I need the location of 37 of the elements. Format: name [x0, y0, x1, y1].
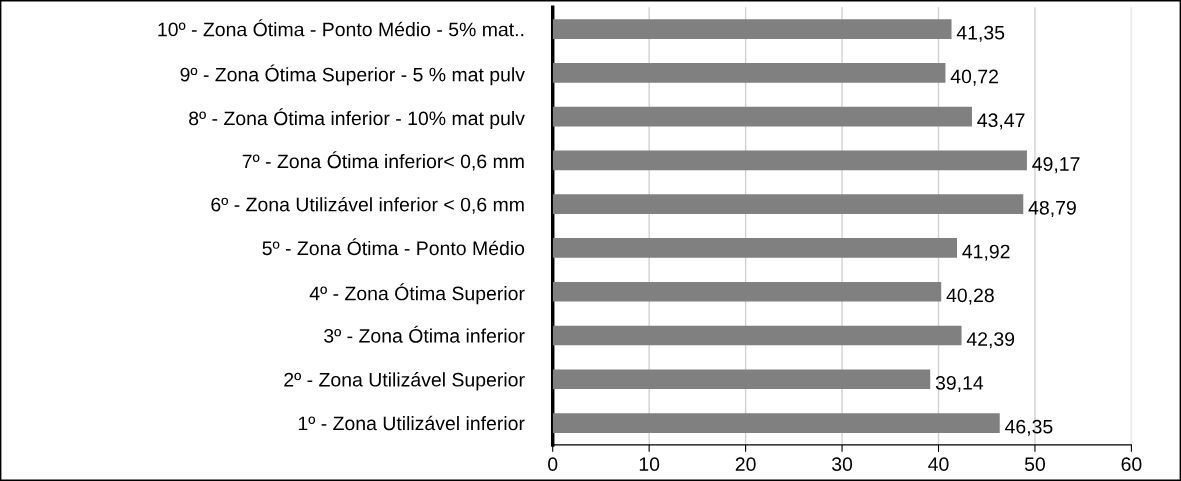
- y-tick-label: 8º - Zona Ótima inferior - 10% mat pulv: [189, 108, 525, 130]
- y-tick-label: 2º - Zona Utilizável Superior: [284, 372, 525, 391]
- data-label: 39,14: [935, 375, 984, 393]
- data-label: 41,35: [956, 25, 1005, 42]
- y-tick-label: 7º - Zona Ótima inferior< 0,6 mm: [242, 151, 524, 171]
- data-label: 41,92: [962, 244, 1010, 261]
- bar: [552, 281, 942, 302]
- y-tick-label: 5º - Zona Ótima - Ponto Médio: [262, 238, 525, 256]
- data-label: 43,47: [977, 113, 1025, 130]
- x-tick-label: 10: [639, 457, 660, 472]
- y-tick-label: 9º - Zona Ótima Superior - 5 % mat pulv: [180, 64, 525, 86]
- x-tick-label: 20: [735, 457, 756, 472]
- x-tick-label: 0: [548, 457, 558, 472]
- bar: [552, 63, 946, 83]
- y-tick-label: 3º - Zona Ótima inferior: [324, 325, 525, 343]
- bar: [552, 325, 962, 346]
- bar: [552, 19, 952, 39]
- bar: [552, 194, 1024, 215]
- x-tick-label: 60: [1121, 457, 1142, 472]
- data-label: 42,39: [966, 332, 1015, 349]
- x-tick-label: 50: [1024, 457, 1045, 472]
- data-label: 49,17: [1032, 157, 1080, 174]
- x-tick-label: 30: [831, 457, 853, 472]
- bar: [552, 413, 1000, 433]
- data-label: 40,72: [950, 69, 998, 86]
- bar: [552, 238, 958, 258]
- bar: [552, 150, 1027, 171]
- bar: [552, 106, 972, 127]
- x-tick-label: 40: [928, 457, 949, 472]
- data-label: 46,35: [1005, 419, 1053, 436]
- y-tick-label: 4º - Zona Ótima Superior: [309, 283, 525, 305]
- data-label: 40,28: [946, 288, 994, 305]
- y-tick-label: 10º - Zona Ótima - Ponto Médio - 5% mat..: [158, 19, 524, 37]
- y-tick-label: 1º - Zona Utilizável inferior: [298, 415, 525, 431]
- y-tick-label: 6º - Zona Utilizável inferior < 0,6 mm: [211, 196, 524, 214]
- data-label: 48,79: [1028, 200, 1076, 217]
- bar: [552, 369, 931, 390]
